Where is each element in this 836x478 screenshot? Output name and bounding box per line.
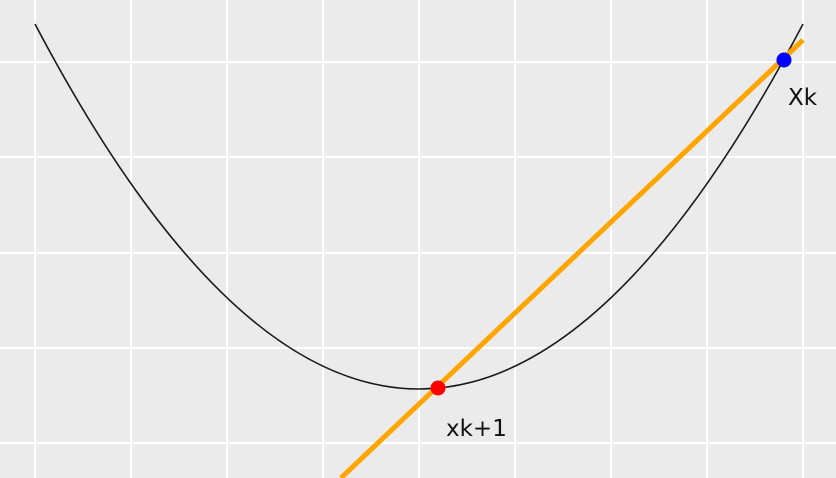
point-xk-plus-1-label: xk+1 xyxy=(446,416,507,442)
point-xk-plus-1 xyxy=(430,380,446,396)
secant-line xyxy=(339,38,805,478)
point-xk xyxy=(776,52,792,68)
parabola-curve xyxy=(34,23,804,390)
point-xk-label: Xk xyxy=(788,85,818,111)
